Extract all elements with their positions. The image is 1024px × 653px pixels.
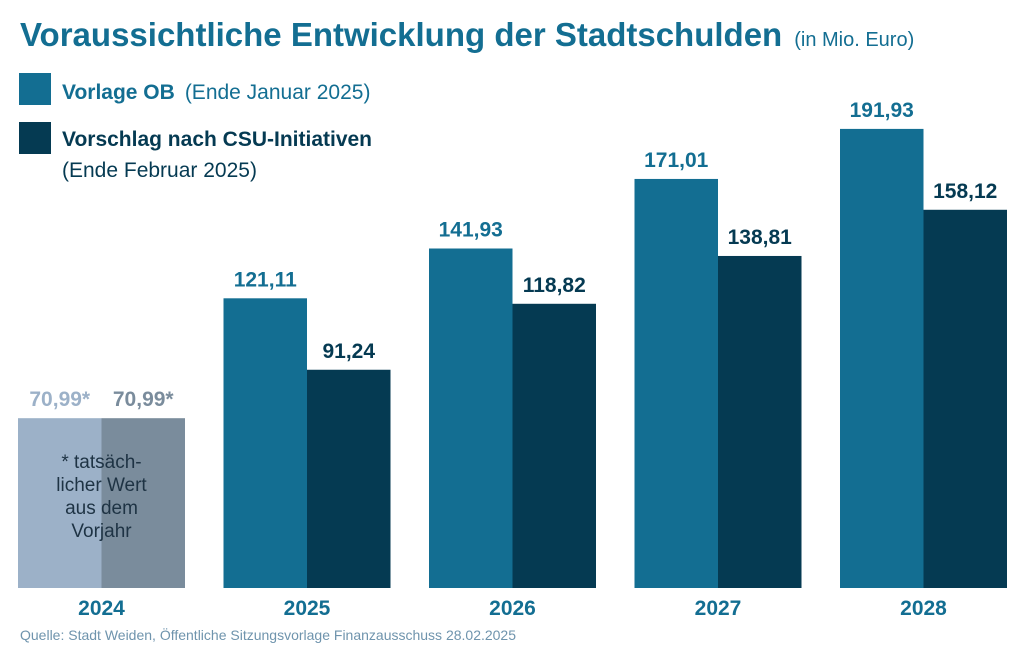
bar-2028-series-1 bbox=[840, 128, 924, 588]
annotation-line-4: Vorjahr bbox=[71, 521, 132, 542]
annotation-line-1: * tatsäch- bbox=[61, 452, 141, 473]
bar-2026-series-1 bbox=[429, 248, 513, 589]
bar-2024-series-2 bbox=[101, 418, 185, 588]
bar-2025-series-1 bbox=[223, 298, 307, 588]
category-label-2025: 2025 bbox=[284, 597, 331, 620]
annotation-note: * tatsäch-licher Wert aus dem Vorjahr bbox=[56, 452, 147, 542]
value-label-2028-series-2: 158,12 bbox=[933, 180, 997, 203]
legend-label-vorlage-ob: Vorlage OB bbox=[62, 81, 175, 104]
category-label-2028: 2028 bbox=[900, 597, 947, 620]
bar-2025-series-2 bbox=[307, 369, 391, 588]
annotation-line-3: aus dem bbox=[65, 498, 138, 519]
legend-suffix-vorlage-ob: (Ende Januar 2025) bbox=[185, 81, 371, 104]
value-label-2026-series-1: 141,93 bbox=[439, 219, 503, 242]
category-label-2027: 2027 bbox=[695, 597, 742, 620]
chart-title: Voraussichtliche Entwicklung der Stadtsc… bbox=[20, 16, 782, 53]
chart-title-line: Voraussichtliche Entwicklung der Stadtsc… bbox=[20, 16, 914, 53]
category-label-2026: 2026 bbox=[489, 597, 536, 620]
value-label-2027-series-1: 171,01 bbox=[644, 149, 709, 172]
bar-2027-series-1 bbox=[634, 178, 718, 588]
labels-layer: 70,99* 70,99* 2024 121,11 91,24 2025 141,93 118… bbox=[29, 99, 997, 620]
value-label-2027-series-2: 138,81 bbox=[728, 226, 793, 249]
legend-swatch-vorlage-ob bbox=[19, 73, 51, 105]
bar-2027-series-2 bbox=[718, 255, 802, 588]
value-label-2025-series-2: 91,24 bbox=[322, 340, 375, 363]
chart-subtitle: (in Mio. Euro) bbox=[794, 29, 914, 51]
value-label-2024-series-2: 70,99* bbox=[113, 388, 175, 411]
value-label-2024-series-1: 70,99* bbox=[29, 388, 91, 411]
legend-suffix-csu: (Ende Februar 2025) bbox=[62, 159, 257, 182]
bar-2026-series-2 bbox=[512, 303, 596, 588]
legend-label-csu: Vorschlag nach CSU-Initiativen bbox=[62, 128, 372, 151]
bars-layer bbox=[18, 128, 1007, 589]
category-label-2024: 2024 bbox=[78, 597, 125, 620]
value-label-2025-series-1: 121,11 bbox=[234, 268, 297, 291]
bar-2028-series-2 bbox=[923, 209, 1007, 588]
value-label-2028-series-1: 191,93 bbox=[850, 99, 914, 122]
value-label-2026-series-2: 118,82 bbox=[523, 274, 586, 297]
bar-2024-series-1 bbox=[18, 418, 102, 588]
annotation-line-2: licher Wert bbox=[56, 475, 147, 496]
legend-swatch-csu bbox=[19, 122, 51, 154]
source-note: Quelle: Stadt Weiden, Öffentliche Sitzun… bbox=[20, 626, 516, 643]
legend-item-vorlage-ob: Vorlage OB (Ende Januar 2025) bbox=[62, 81, 370, 104]
